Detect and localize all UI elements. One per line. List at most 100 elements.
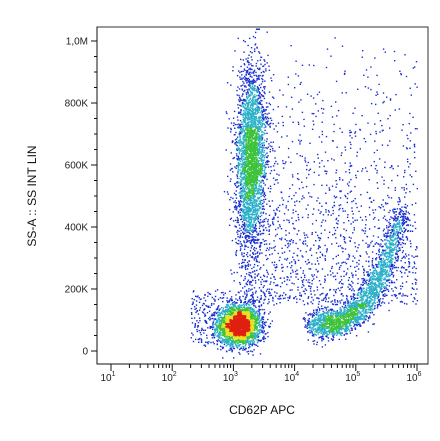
event-dot <box>247 101 250 104</box>
event-dot <box>248 95 250 97</box>
event-dot <box>279 225 281 228</box>
event-dot <box>249 98 251 101</box>
event-dot <box>332 335 334 337</box>
event-dot <box>241 244 243 246</box>
event-dot <box>238 344 241 346</box>
event-dot <box>322 112 324 114</box>
event-dot <box>388 272 390 274</box>
event-dot <box>253 96 255 98</box>
event-dot <box>242 306 245 309</box>
event-dot <box>250 350 252 352</box>
event-dot <box>243 261 245 264</box>
event-dot <box>400 72 402 75</box>
event-dot <box>406 158 409 160</box>
event-dot <box>259 246 261 249</box>
event-dot <box>325 192 327 194</box>
event-dot <box>257 345 259 347</box>
event-dot <box>267 163 269 166</box>
event-dot <box>397 233 399 235</box>
event-dot <box>262 207 264 210</box>
event-dot <box>278 174 280 176</box>
event-dot <box>237 346 239 348</box>
event-dot <box>355 300 357 302</box>
event-dot <box>259 325 261 328</box>
event-dot <box>258 134 260 136</box>
event-dot <box>384 282 386 285</box>
event-dot <box>388 264 391 266</box>
event-dot <box>236 159 239 161</box>
event-dot <box>265 126 267 128</box>
event-dot <box>244 225 246 227</box>
event-dot <box>232 303 234 305</box>
event-dot <box>225 345 227 347</box>
event-dot <box>261 134 263 136</box>
event-dot <box>291 261 293 263</box>
event-dot <box>222 291 224 294</box>
event-dot <box>397 245 399 247</box>
event-dot <box>268 102 270 105</box>
event-dot <box>398 293 400 295</box>
event-dot <box>241 113 243 115</box>
event-dot <box>373 199 375 202</box>
event-dot <box>212 324 214 326</box>
event-dot <box>315 317 317 319</box>
event-dot <box>261 242 263 244</box>
event-dot <box>267 160 269 162</box>
event-dot <box>234 166 236 168</box>
event-dot <box>272 298 274 300</box>
event-dot <box>253 246 256 249</box>
event-dot <box>349 191 351 193</box>
event-dot <box>410 245 412 248</box>
event-dot <box>236 75 239 77</box>
event-dot <box>247 106 250 108</box>
event-dot <box>307 296 310 298</box>
event-dot <box>236 302 238 304</box>
event-dot <box>345 294 348 297</box>
event-dot <box>338 204 340 207</box>
event-dot <box>244 218 247 220</box>
event-dot <box>250 219 252 221</box>
event-dot <box>231 345 234 348</box>
event-dot <box>235 197 238 199</box>
event-dot <box>325 300 327 303</box>
event-dot <box>287 200 289 203</box>
event-dot <box>244 244 246 246</box>
event-dot <box>386 264 389 266</box>
event-dot <box>236 231 238 233</box>
event-dot <box>244 227 246 229</box>
event-dot <box>262 159 264 162</box>
event-dot <box>406 205 409 207</box>
event-dot <box>240 144 242 147</box>
event-dot <box>233 192 236 195</box>
event-dot <box>247 302 249 304</box>
event-dot <box>251 295 253 297</box>
event-dot <box>240 187 243 190</box>
event-dot <box>229 345 231 347</box>
event-dot <box>222 339 224 342</box>
event-dot <box>380 284 383 286</box>
event-dot <box>255 282 257 284</box>
event-dot <box>409 112 411 115</box>
event-dot <box>230 349 232 351</box>
event-dot <box>244 113 246 116</box>
event-dot <box>214 290 217 292</box>
event-dot <box>236 89 238 92</box>
event-dot <box>324 344 327 346</box>
event-dot <box>276 163 279 165</box>
event-dot <box>369 273 371 275</box>
event-dot <box>321 253 323 255</box>
event-dot <box>233 357 235 359</box>
event-dot <box>311 328 313 330</box>
event-dot <box>395 232 397 235</box>
event-dot <box>311 233 313 236</box>
event-dot <box>398 232 400 234</box>
event-dot <box>358 288 360 290</box>
event-dot <box>265 121 268 124</box>
event-dot <box>264 60 266 62</box>
event-dot <box>244 278 246 280</box>
event-dot <box>251 99 254 101</box>
event-dot <box>256 28 258 30</box>
event-dot <box>232 117 235 119</box>
event-dot <box>377 285 379 288</box>
event-dot <box>287 156 290 158</box>
